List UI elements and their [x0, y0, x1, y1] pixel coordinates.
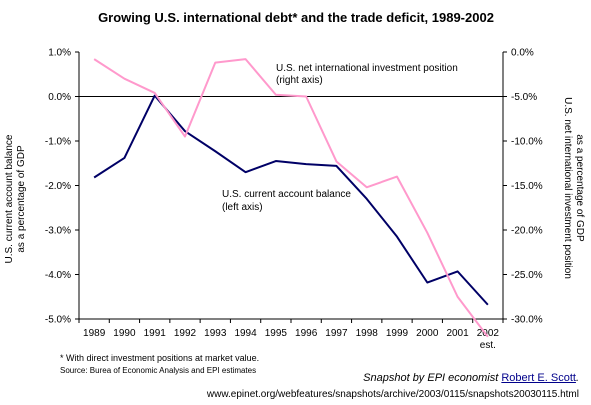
x-tick-label: 1990: [113, 328, 136, 339]
left-tick-label: -5.0%: [45, 315, 71, 326]
series-annotation-cab-line2: (left axis): [222, 202, 263, 213]
left-tick-label: -1.0%: [45, 137, 71, 148]
source-url[interactable]: www.epinet.org/webfeatures/snapshots/arc…: [206, 389, 579, 400]
right-tick-label: -30.0%: [511, 315, 543, 326]
left-tick-label: -4.0%: [45, 270, 71, 281]
x-tick-label: 1999: [386, 328, 409, 339]
x-tick-label: 1997: [325, 328, 348, 339]
right-tick-label: 0.0%: [511, 48, 534, 59]
left-axis-title-line2: as a percentage of GDP: [16, 145, 27, 253]
left-tick-label: -2.0%: [45, 181, 71, 192]
x-axis-ticks: 1989 1990 1991 1992 1993 1994 1995 1996 1997 1998…: [78, 319, 504, 351]
right-axis-ticks: 0.0% -5.0% -10.0% -15.0% -20.0% -25.0% -30.0%: [503, 48, 543, 326]
left-tick-label: -3.0%: [45, 226, 71, 237]
series-annotation-niip-line1: U.S. net international investment positi…: [276, 63, 458, 74]
x-tick-label: 1991: [144, 328, 167, 339]
credit-line: Snapshot by EPI economist Robert E. Scot…: [363, 372, 579, 384]
right-tick-label: -20.0%: [511, 226, 543, 237]
x-tick-sublabel: est.: [480, 340, 496, 351]
x-tick-label: 2000: [416, 328, 439, 339]
right-tick-label: -5.0%: [511, 92, 537, 103]
x-tick-label: 1995: [265, 328, 288, 339]
x-tick-label: 2001: [446, 328, 469, 339]
series-annotation-niip-line2: (right axis): [276, 75, 323, 86]
chart-title: Growing U.S. international debt* and the…: [98, 10, 494, 25]
author-link[interactable]: Robert E. Scott: [501, 372, 576, 384]
series-line-net-investment: [93, 58, 489, 338]
right-tick-label: -10.0%: [511, 137, 543, 148]
left-tick-label: 0.0%: [48, 92, 71, 103]
right-tick-label: -15.0%: [511, 181, 543, 192]
left-tick-label: 1.0%: [48, 48, 71, 59]
footnote: * With direct investment positions at ma…: [60, 353, 260, 363]
credit-suffix: .: [575, 372, 579, 384]
credit-prefix: Snapshot by EPI economist: [363, 372, 502, 384]
x-tick-label: 1992: [174, 328, 197, 339]
x-tick-label: 1998: [356, 328, 379, 339]
series-annotation-cab-line1: U.S. current account balance: [222, 189, 351, 200]
left-axis-title-line1: U.S. current account balance: [4, 134, 15, 263]
x-tick-label: 1989: [83, 328, 106, 339]
x-tick-label: 1996: [295, 328, 318, 339]
left-axis-ticks: 1.0% 0.0% -1.0% -2.0% -3.0% -4.0% -5.0%: [45, 48, 79, 326]
x-tick-label: 1993: [204, 328, 227, 339]
right-axis-title-line1: U.S. net international investment positi…: [562, 97, 573, 279]
source-note: Source: Burea of Economic Analysis and E…: [60, 366, 257, 375]
x-tick-label: 2002: [477, 328, 500, 339]
right-axis-title-line2: as a percentage of GDP: [574, 134, 585, 242]
x-tick-label: 1994: [234, 328, 257, 339]
series-line-current-account: [93, 94, 489, 306]
right-tick-label: -25.0%: [511, 270, 543, 281]
series-lines: [93, 58, 489, 338]
